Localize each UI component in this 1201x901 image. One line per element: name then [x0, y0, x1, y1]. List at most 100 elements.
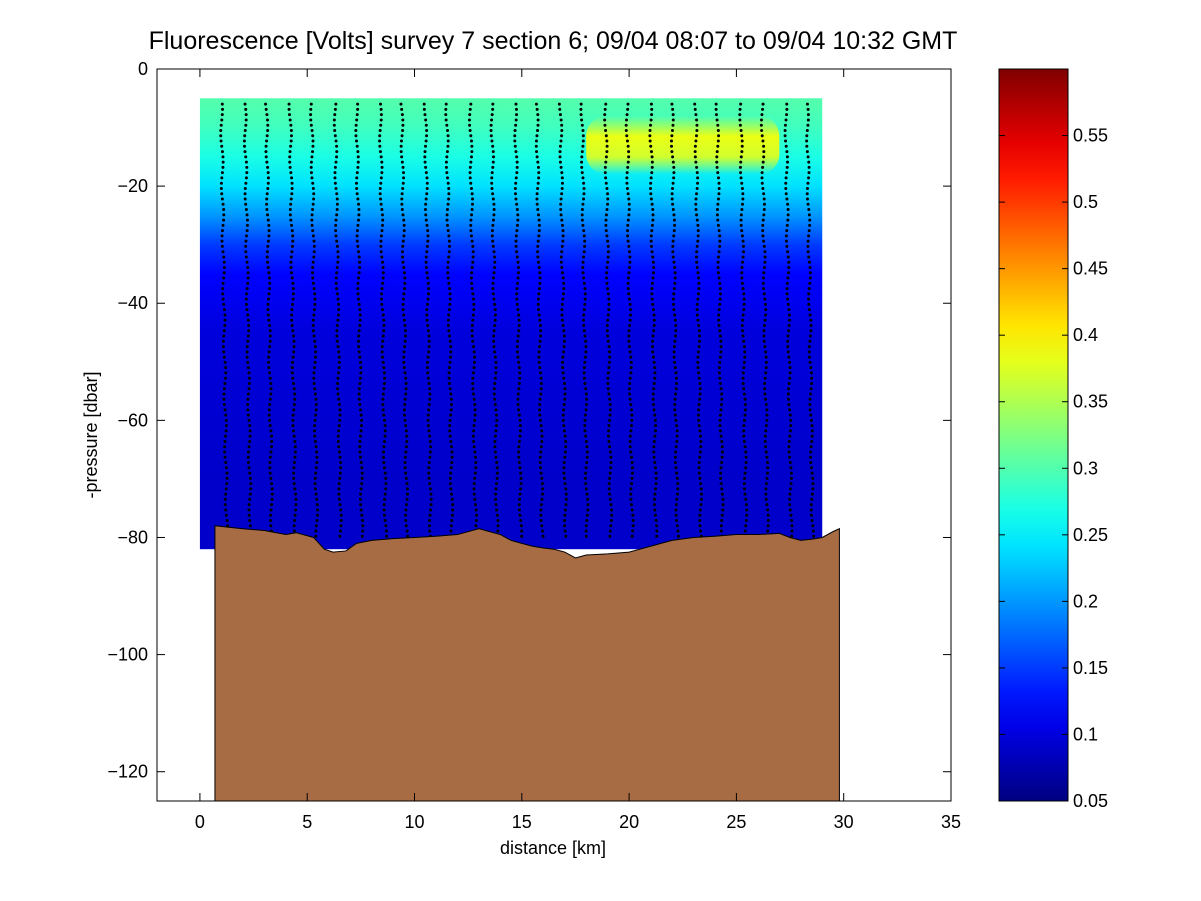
profile-point — [742, 392, 746, 396]
profile-point — [809, 371, 813, 375]
profile-point — [468, 107, 472, 111]
profile-point — [359, 508, 363, 512]
profile-point — [739, 171, 743, 175]
profile-point — [246, 392, 250, 396]
profile-point — [763, 439, 767, 443]
profile-point — [225, 482, 229, 486]
profile-point — [764, 482, 768, 486]
profile-point — [515, 223, 519, 227]
profile-point — [788, 376, 792, 380]
profile-point — [743, 445, 747, 449]
profile-point — [810, 424, 814, 428]
profile-point — [603, 165, 607, 169]
profile-point — [744, 455, 748, 459]
profile-point — [426, 424, 430, 428]
profile-point — [627, 271, 631, 275]
profile-point — [583, 360, 587, 364]
profile-point — [402, 413, 406, 417]
profile-point — [697, 339, 701, 343]
profile-point — [697, 403, 701, 407]
profile-point — [311, 323, 315, 327]
glider-profile — [669, 102, 680, 538]
profile-point — [449, 487, 453, 491]
profile-point — [359, 424, 363, 428]
profile-point — [719, 408, 723, 412]
profile-point — [561, 413, 565, 417]
profile-point — [563, 482, 567, 486]
profile-point — [425, 192, 429, 196]
profile-point — [379, 197, 383, 201]
profile-point — [742, 250, 746, 254]
profile-point — [490, 118, 494, 122]
profile-point — [403, 281, 407, 285]
profile-point — [337, 403, 341, 407]
profile-point — [314, 397, 318, 401]
profile-point — [670, 134, 674, 138]
profile-point — [309, 123, 313, 127]
profile-point — [268, 471, 272, 475]
profile-point — [219, 186, 223, 190]
profile-point — [563, 381, 567, 385]
profile-point — [716, 266, 720, 270]
profile-point — [337, 308, 341, 312]
profile-point — [693, 144, 697, 148]
profile-point — [604, 213, 608, 217]
profile-point — [608, 408, 612, 412]
profile-point — [268, 281, 272, 285]
profile-point — [473, 471, 477, 475]
profile-point — [560, 181, 564, 185]
profile-point — [559, 202, 563, 206]
profile-point — [245, 213, 249, 217]
profile-point — [491, 107, 495, 111]
profile-point — [786, 334, 790, 338]
profile-point — [243, 144, 247, 148]
profile-point — [474, 503, 478, 507]
profile-point — [653, 513, 657, 517]
profile-point — [806, 181, 810, 185]
profile-point — [606, 202, 610, 206]
profile-point — [490, 186, 494, 190]
profile-point — [266, 244, 270, 248]
profile-point — [268, 339, 272, 343]
profile-point — [650, 165, 654, 169]
profile-point — [495, 508, 499, 512]
profile-point — [221, 297, 225, 301]
profile-point — [650, 281, 654, 285]
profile-point — [673, 318, 677, 322]
profile-point — [359, 413, 363, 417]
profile-point — [423, 208, 427, 212]
profile-point — [291, 376, 295, 380]
profile-point — [245, 260, 249, 264]
profile-point — [628, 323, 632, 327]
colorbar-fill — [999, 69, 1068, 801]
profile-point — [309, 102, 313, 106]
profile-point — [221, 155, 225, 159]
profile-point — [585, 445, 589, 449]
profile-point — [293, 518, 297, 522]
profile-point — [536, 260, 540, 264]
profile-point — [361, 529, 365, 533]
profile-point — [559, 118, 563, 122]
profile-point — [358, 439, 362, 443]
profile-point — [582, 376, 586, 380]
profile-point — [492, 334, 496, 338]
profile-point — [788, 503, 792, 507]
profile-point — [468, 113, 472, 117]
profile-point — [652, 439, 656, 443]
profile-point — [471, 339, 475, 343]
profile-point — [288, 155, 292, 159]
profile-point — [717, 134, 721, 138]
profile-point — [718, 429, 722, 433]
profile-point — [336, 297, 340, 301]
profile-point — [742, 482, 746, 486]
profile-point — [787, 329, 791, 333]
profile-point — [764, 424, 768, 428]
profile-point — [787, 260, 791, 264]
profile-point — [515, 287, 519, 291]
profile-point — [627, 213, 631, 217]
profile-point — [605, 186, 609, 190]
profile-point — [538, 397, 542, 401]
profile-point — [292, 345, 296, 349]
profile-point — [474, 513, 478, 517]
profile-point — [627, 292, 631, 296]
